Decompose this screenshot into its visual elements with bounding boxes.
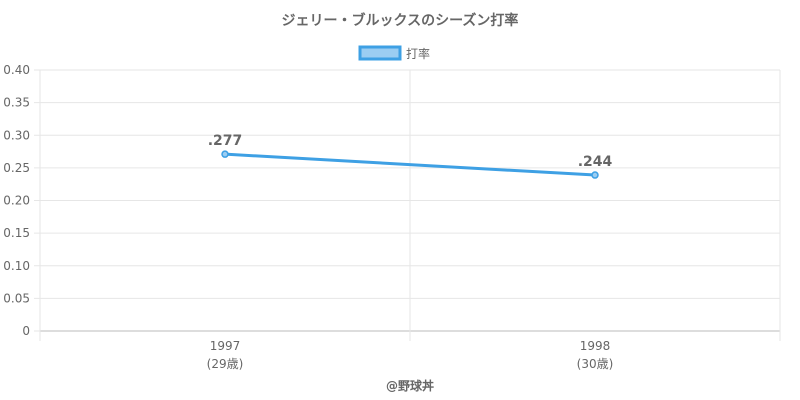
x-tick-sublabel: (29歳) bbox=[207, 357, 244, 371]
data-label: .244 bbox=[578, 154, 613, 170]
series-line bbox=[224, 152, 596, 177]
y-tick-label: 0.05 bbox=[3, 291, 30, 305]
data-point bbox=[591, 171, 599, 179]
x-tick-label: 1997 bbox=[210, 339, 241, 353]
y-tick-label: 0.25 bbox=[3, 161, 30, 175]
grid bbox=[39, 69, 781, 341]
x-tick-label: 1998 bbox=[580, 339, 611, 353]
x-axis: 1997 (29歳) 1998 (30歳) bbox=[207, 339, 614, 371]
y-tick-label: 0.30 bbox=[3, 128, 30, 142]
chart-title: ジェリー・ブルックスのシーズン打率 bbox=[282, 12, 519, 29]
y-tick-label: 0 bbox=[22, 324, 30, 338]
series-batting-average: .277 .244 bbox=[208, 133, 613, 179]
y-axis: 0 0.05 0.10 0.15 0.20 0.25 0.30 0.35 0.40 bbox=[3, 63, 40, 338]
credit-label: @野球丼 bbox=[386, 378, 434, 393]
data-label: .277 bbox=[208, 133, 243, 149]
legend-label: 打率 bbox=[406, 46, 430, 61]
legend-swatch bbox=[358, 45, 402, 61]
y-tick-label: 0.10 bbox=[3, 259, 30, 273]
y-tick-label: 0.15 bbox=[3, 226, 30, 240]
y-tick-label: 0.20 bbox=[3, 194, 30, 208]
y-tick-label: 0.35 bbox=[3, 96, 30, 110]
y-tick-label: 0.40 bbox=[3, 63, 30, 77]
data-point bbox=[221, 150, 229, 158]
x-tick-sublabel: (30歳) bbox=[577, 357, 614, 371]
legend: 打率 bbox=[358, 45, 430, 61]
